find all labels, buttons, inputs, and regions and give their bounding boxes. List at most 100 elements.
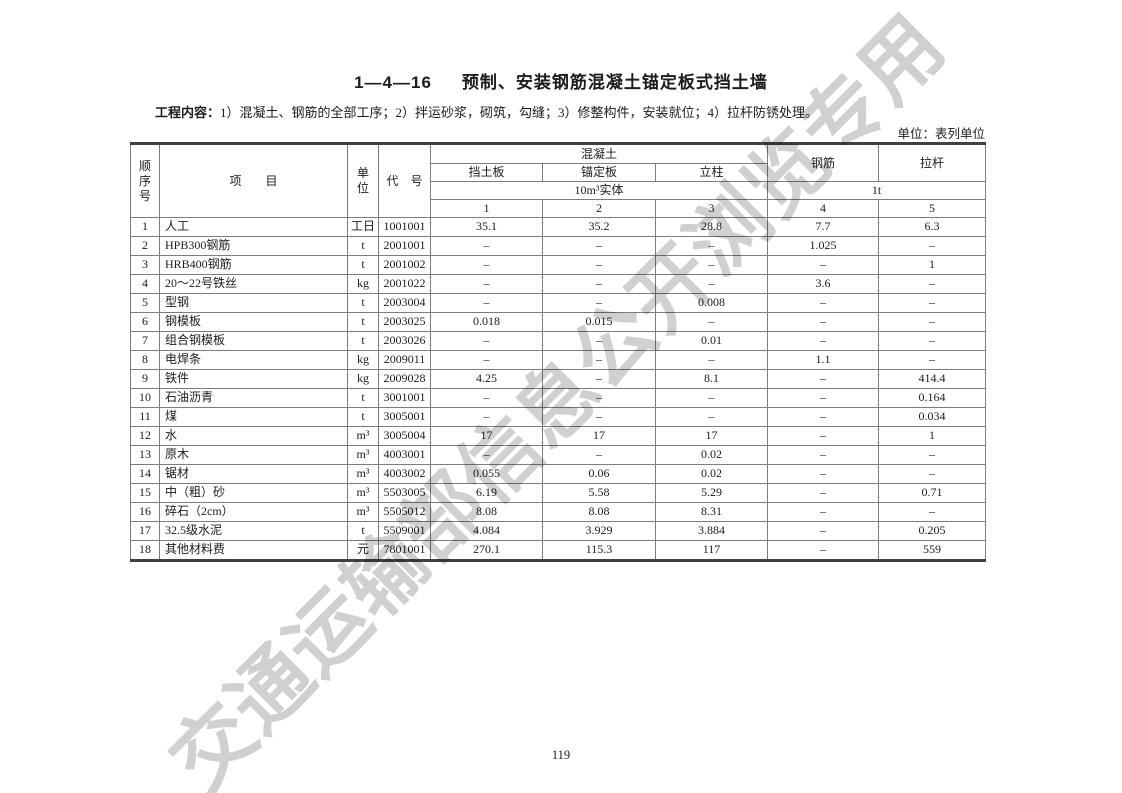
item-cell: 水 [159,425,348,446]
code-cell: 3005004 [378,425,431,446]
value-cell: 17 [654,425,769,446]
item-cell: 32.5级水泥 [159,520,348,541]
code-cell: 5509001 [378,520,431,541]
unit-cell: t [347,387,379,408]
value-cell: 270.1 [430,539,543,562]
seq-cell: 5 [130,292,160,313]
code-cell: 3001001 [378,387,431,408]
value-cell: – [878,311,987,332]
item-cell: 中（粗）砂 [159,482,348,503]
value-cell: – [542,368,656,389]
work-content-text: 1）混凝土、钢筋的全部工序；2）拌运砂浆，砌筑，勾缝；3）修整构件，安装就位；4… [220,105,819,120]
code-cell: 2003004 [378,292,431,313]
value-cell: – [878,501,987,522]
unit-cell: 工日 [347,217,379,237]
value-cell: – [430,406,543,427]
value-cell: – [767,520,880,541]
work-content-line: 工程内容：1）混凝土、钢筋的全部工序；2）拌运砂浆，砌筑，勾缝；3）修整构件，安… [155,102,818,121]
value-cell: – [542,349,656,370]
col-header-column: 立柱 [654,163,769,182]
value-cell: – [767,406,880,427]
value-cell: – [878,330,987,351]
value-cell: – [878,463,987,484]
value-cell: – [542,292,656,313]
value-cell: 8.31 [654,501,769,522]
value-cell: 28.8 [654,217,769,237]
item-cell: 其他材料费 [159,539,348,562]
code-cell: 7801001 [378,539,431,562]
value-cell: 0.164 [878,387,987,408]
code-cell: 2001002 [378,254,431,275]
col-number: 4 [767,199,880,218]
col-header-anchor-slab: 锚定板 [542,163,656,182]
col-header-unit: 单 位 [347,143,379,218]
value-cell: – [542,235,656,256]
unit-cell: m³ [347,425,379,446]
seq-cell: 10 [130,387,160,408]
seq-cell: 6 [130,311,160,332]
value-cell: 1.025 [767,235,880,256]
unit-cell: t [347,330,379,351]
value-cell: – [542,273,656,294]
item-cell: 煤 [159,406,348,427]
value-cell: 0.02 [654,463,769,484]
value-cell: – [767,387,880,408]
value-cell: – [542,387,656,408]
col-number: 3 [654,199,769,218]
value-cell: 0.034 [878,406,987,427]
seq-cell: 8 [130,349,160,370]
seq-cell: 12 [130,425,160,446]
unit-cell: kg [347,349,379,370]
seq-cell: 17 [130,520,160,541]
col-number: 2 [542,199,656,218]
table-row: 8 电焊条 kg 2009011– – –1.1– [130,349,987,370]
concrete-unit-header: 10m³实体 [429,181,769,200]
item-cell: HRB400钢筋 [159,254,348,275]
code-cell: 3005001 [378,406,431,427]
table-row: 13 原木 m³ 4003001– –0.02– – [130,444,987,465]
table-row: 12 水 m³ 3005004 17 17 17–1 [130,425,987,446]
value-cell: – [542,406,656,427]
value-cell: 1 [878,254,987,275]
unit-cell: t [347,235,379,256]
item-cell: 钢模板 [159,311,348,332]
unit-cell: t [347,406,379,427]
unit-cell: m³ [347,482,379,503]
value-cell: 5.29 [654,482,769,503]
table-row: 3 HRB400钢筋 t 2001002– – – –1 [130,254,987,275]
table-row: 14 锯材 m³ 4003002 0.055 0.06 0.02– – [130,463,987,484]
value-cell: 414.4 [878,368,987,389]
value-cell: 0.008 [654,292,769,313]
unit-cell: m³ [347,463,379,484]
steel-rod-unit-header: 1t [767,181,987,200]
value-cell: 0.02 [654,444,769,465]
col-number: 5 [878,199,987,218]
value-cell: 1 [878,425,987,446]
value-cell: 3.884 [654,520,769,541]
value-cell: 117 [654,539,769,562]
value-cell: 0.015 [542,311,656,332]
seq-cell: 11 [130,406,160,427]
value-cell: – [654,387,769,408]
code-cell: 5503005 [378,482,431,503]
col-header-code: 代 号 [378,143,431,218]
value-cell: 0.205 [878,520,987,541]
table-row: 16 碎石（2cm） m³ 5505012 8.08 8.08 8.31– – [130,501,987,522]
seq-cell: 2 [130,235,160,256]
value-cell: 0.018 [430,311,543,332]
value-cell: 115.3 [542,539,656,562]
table-row: 5 型钢 t 2003004– –0.008– – [130,292,987,313]
item-cell: 组合钢模板 [159,330,348,351]
col-header-concrete: 混凝土 [429,143,769,164]
col-header-tie-rod: 拉杆 [878,143,987,182]
value-cell: – [430,349,543,370]
item-cell: 电焊条 [159,349,348,370]
value-cell: – [430,444,543,465]
value-cell: – [654,349,769,370]
item-cell: 型钢 [159,292,348,313]
code-cell: 2001001 [378,235,431,256]
code-cell: 4003001 [378,444,431,465]
value-cell: 4.25 [430,368,543,389]
value-cell: – [542,330,656,351]
seq-cell: 13 [130,444,160,465]
